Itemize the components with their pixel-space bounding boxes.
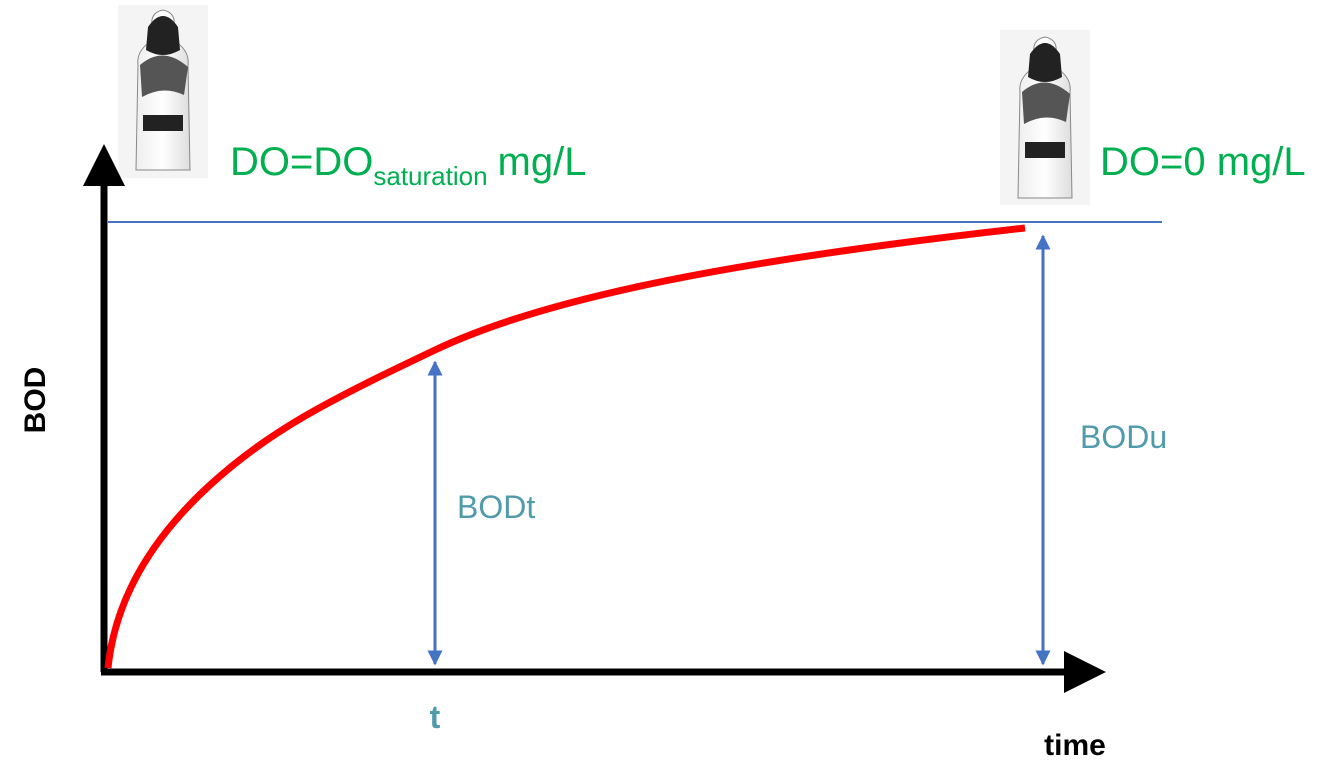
label-subscript: saturation <box>373 161 487 191</box>
diagram: DO=DOsaturation mg/L DO=0 mg/L BOD time t… <box>0 0 1337 765</box>
bodu-label: BODu <box>1080 419 1167 455</box>
bodt-label: BODt <box>457 489 535 525</box>
label-main: DO=DO <box>230 140 373 184</box>
left-do-label: DO=DOsaturation mg/L <box>230 140 586 191</box>
right-do-label: DO=0 mg/L <box>1100 140 1306 184</box>
bottle-right <box>1000 30 1090 205</box>
y-axis-label: BOD <box>19 367 52 434</box>
bottle-left <box>118 5 208 178</box>
bod-curve <box>108 228 1025 668</box>
t-label: t <box>430 699 441 735</box>
x-axis-label: time <box>1044 729 1106 762</box>
page: {"left_label": {"main": "DO=DO", "subscr… <box>0 0 1337 765</box>
label-unit: mg/L <box>498 140 587 184</box>
